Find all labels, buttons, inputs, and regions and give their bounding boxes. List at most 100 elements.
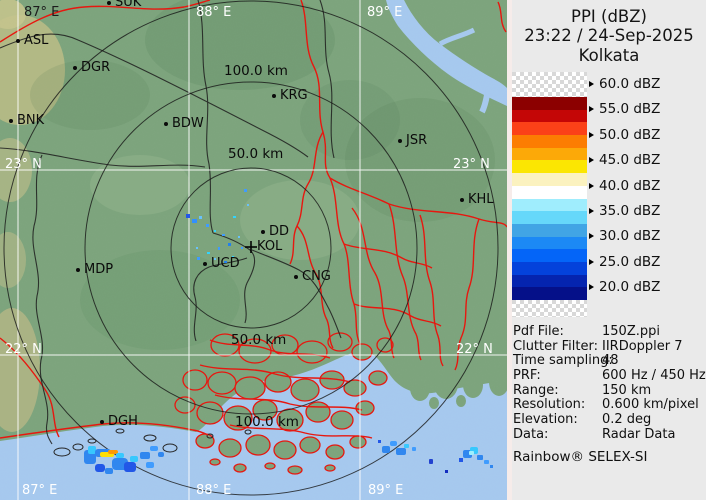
tick-arrow-icon <box>589 233 594 240</box>
graticule-label-4: 88° E <box>196 483 232 498</box>
scale-tick-label: 50.0 dBZ <box>589 127 660 143</box>
panel-divider <box>507 0 512 500</box>
scale-tick-label: 25.0 dBZ <box>589 254 660 270</box>
scale-band-9 <box>512 211 587 224</box>
map-label-layer: SUK ASL DGR BNK BDW KRG JSR KHL DD KOL UCD CNG MDP DG… <box>5 0 494 498</box>
info-row: Clutter Filter: IIRDoppler 7 <box>513 339 706 354</box>
city-label-dgh: DGH <box>108 414 138 429</box>
tick-text: 40.0 dBZ <box>599 177 661 194</box>
scale-labels: 60.0 dBZ 55.0 dBZ 50.0 dBZ 45.0 dBZ 40.0 dBZ… <box>512 0 706 320</box>
tick-arrow-icon <box>589 157 594 164</box>
city-dot-cng <box>294 275 298 279</box>
scale-band-0 <box>512 97 587 110</box>
tick-arrow-icon <box>589 182 594 189</box>
range-ring-label-3: 100.0 km <box>235 414 299 430</box>
software-brand: Rainbow® SELEX-SI <box>513 449 648 465</box>
scale-band-14 <box>512 274 587 288</box>
scale-band-3 <box>512 135 587 148</box>
city-label-suk: SUK <box>115 0 142 10</box>
scale-band-6 <box>512 173 587 186</box>
city-dot-suk <box>107 1 111 5</box>
info-label: Time sampling: <box>513 353 613 369</box>
tick-text: 45.0 dBZ <box>599 152 661 169</box>
city-dot-khl <box>460 198 464 202</box>
city-label-jsr: JSR <box>406 133 428 148</box>
tick-text: 30.0 dBZ <box>599 228 661 245</box>
info-value: 0.600 km/pixel <box>602 397 699 413</box>
info-value: IIRDoppler 7 <box>602 338 683 354</box>
city-dot-bdw <box>164 122 168 126</box>
range-ring-label-1: 50.0 km <box>228 146 284 162</box>
info-panel: PPI (dBZ) 23:22 / 24-Sep-2025 Kolkata 60… <box>512 0 706 500</box>
graticule-label-5: 89° E <box>368 483 404 498</box>
graticule-label-2: 89° E <box>367 5 403 20</box>
scale-tick-label: 55.0 dBZ <box>589 101 660 117</box>
tick-arrow-icon <box>589 131 594 138</box>
info-label: Resolution: <box>513 397 586 413</box>
city-label-khl: KHL <box>468 192 494 207</box>
scale-band-13 <box>512 261 587 275</box>
graticule-label-8: 23° N <box>453 157 490 172</box>
product-info-list: Pdf File: 150Z.ppi Clutter Filter: IIRDoppl… <box>513 324 706 442</box>
station-name: Kolkata <box>578 45 640 65</box>
info-label: Range: <box>513 382 559 398</box>
info-row: Range: 150 km <box>513 383 706 398</box>
graticule-label-9: 22° N <box>456 342 493 357</box>
graticule-label-1: 88° E <box>196 5 232 20</box>
info-label: Clutter Filter: <box>513 338 598 354</box>
city-dot-jsr <box>398 139 402 143</box>
tick-text: 35.0 dBZ <box>599 203 661 219</box>
info-row: Resolution: 0.600 km/pixel <box>513 397 706 412</box>
city-dot-dgh <box>100 420 104 424</box>
scale-underflow-checker <box>512 300 587 317</box>
city-label-mdp: MDP <box>84 262 114 277</box>
title-block: PPI (dBZ) 23:22 / 24-Sep-2025 Kolkata <box>512 7 706 65</box>
range-ring-label-2: 50.0 km <box>231 332 287 348</box>
graticule-label-0: 87° E <box>24 5 60 20</box>
scale-band-5 <box>512 160 587 174</box>
city-label-dgr: DGR <box>81 60 111 75</box>
city-dot-dd <box>261 230 265 234</box>
dither-texture <box>0 0 507 500</box>
info-row: Elevation: 0.2 deg <box>513 412 706 427</box>
info-label: PRF: <box>513 368 541 384</box>
tick-text: 25.0 dBZ <box>599 253 661 270</box>
info-value: 150Z.ppi <box>602 324 660 339</box>
color-scale <box>512 97 587 300</box>
tick-arrow-icon <box>589 106 594 113</box>
product-title: PPI (dBZ) <box>571 7 647 26</box>
info-value: 0.2 deg <box>602 412 652 428</box>
info-row: PRF: 600 Hz / 450 Hz <box>513 368 706 383</box>
radar-map-canvas <box>0 0 507 500</box>
tick-arrow-icon <box>589 81 594 87</box>
info-value: 48 <box>602 353 619 369</box>
scale-band-2 <box>512 122 587 136</box>
range-ring-label-0: 100.0 km <box>224 63 288 79</box>
city-dot-ucd <box>203 262 207 266</box>
info-label: Data: <box>513 426 549 442</box>
tick-text: 60.0 dBZ <box>599 76 661 92</box>
scale-tick-label: 30.0 dBZ <box>589 228 660 244</box>
graticule-label-3: 87° E <box>22 483 58 498</box>
scale-tick-label: 60.0 dBZ <box>589 76 660 92</box>
scale-band-10 <box>512 223 587 237</box>
scale-band-4 <box>512 147 587 161</box>
info-row: Data: Radar Data <box>513 427 706 442</box>
tick-text: 20.0 dBZ <box>599 279 661 296</box>
scale-tick-label: 40.0 dBZ <box>589 178 660 194</box>
info-label: Elevation: <box>513 412 578 428</box>
scale-tick-label: 45.0 dBZ <box>589 152 660 168</box>
scale-tick-label: 20.0 dBZ <box>589 279 660 295</box>
info-row: Time sampling:48 <box>513 353 706 368</box>
timestamp: 23:22 / 24-Sep-2025 <box>524 26 694 46</box>
scale-band-7 <box>512 185 587 199</box>
graticule-label-7: 22° N <box>5 342 42 357</box>
city-dot-dgr <box>73 66 77 70</box>
scale-overflow-checker <box>512 72 587 97</box>
scale-band-11 <box>512 236 587 250</box>
tick-arrow-icon <box>589 208 594 214</box>
tick-text: 55.0 dBZ <box>599 101 661 118</box>
info-value: 150 km <box>602 382 652 398</box>
city-label-dd: DD <box>269 224 290 239</box>
